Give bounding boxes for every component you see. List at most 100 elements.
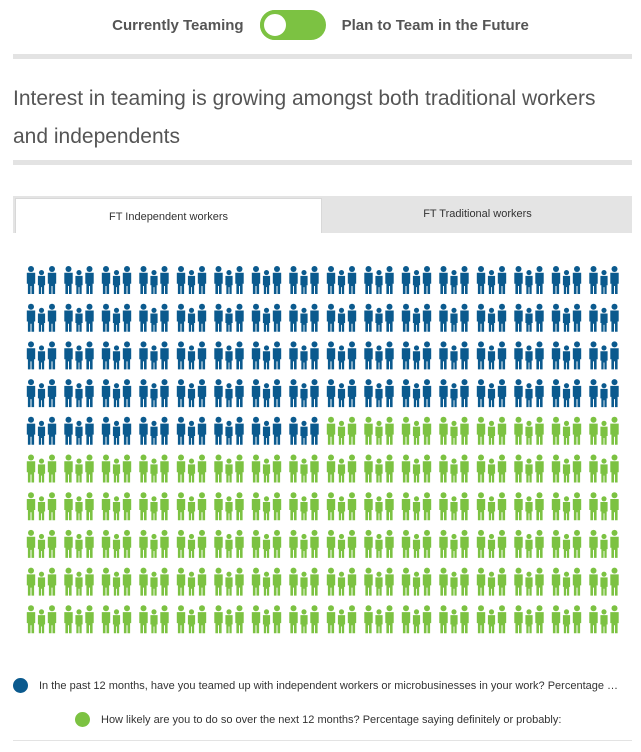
person-group-icon-blue bbox=[176, 303, 207, 332]
person-group-icon-green bbox=[401, 605, 432, 634]
person-group-icon-blue bbox=[139, 341, 169, 370]
person-group-icon-blue bbox=[326, 303, 357, 332]
person-group-icon-blue bbox=[514, 379, 544, 408]
person-group-icon-blue bbox=[214, 341, 244, 370]
person-group-icon-blue bbox=[439, 341, 469, 370]
person-group-icon-blue bbox=[64, 416, 94, 445]
person-group-icon-green bbox=[551, 605, 582, 634]
people-pictogram bbox=[26, 266, 619, 634]
person-group-icon-blue bbox=[139, 266, 169, 294]
person-group-icon-blue bbox=[364, 379, 394, 408]
person-group-icon-blue bbox=[101, 379, 132, 408]
person-group-icon-green bbox=[101, 492, 132, 521]
person-group-icon-blue bbox=[514, 266, 544, 294]
person-group-icon-blue bbox=[326, 266, 357, 294]
person-group-icon-blue bbox=[251, 379, 282, 408]
person-group-icon-green bbox=[26, 492, 57, 521]
person-group-icon-blue bbox=[26, 341, 57, 370]
person-group-icon-green bbox=[476, 605, 507, 634]
person-group-icon-blue bbox=[476, 341, 507, 370]
person-group-icon-green bbox=[589, 492, 619, 521]
person-group-icon-green bbox=[101, 567, 132, 596]
person-group-icon-green bbox=[439, 454, 469, 483]
person-group-icon-green bbox=[176, 605, 207, 634]
person-group-icon-green bbox=[214, 454, 244, 483]
person-group-icon-green bbox=[26, 529, 57, 558]
person-group-icon-blue bbox=[214, 303, 244, 332]
tab-bar: FT Independent workers FT Traditional wo… bbox=[13, 196, 632, 234]
person-group-icon-green bbox=[101, 454, 132, 483]
legend-row-plan-to-team: How likely are you to do so over the nex… bbox=[75, 712, 635, 727]
person-group-icon-green bbox=[589, 529, 619, 558]
person-group-icon-green bbox=[289, 567, 319, 596]
person-group-icon-blue bbox=[476, 303, 507, 332]
person-group-icon-green bbox=[364, 567, 394, 596]
person-group-icon-blue bbox=[589, 303, 619, 332]
person-group-icon-green bbox=[439, 529, 469, 558]
person-group-icon-blue bbox=[589, 266, 619, 294]
person-group-icon-blue bbox=[439, 266, 469, 294]
person-group-icon-green bbox=[101, 529, 132, 558]
person-group-icon-green bbox=[326, 454, 357, 483]
person-group-icon-green bbox=[364, 454, 394, 483]
person-group-icon-blue bbox=[214, 416, 244, 445]
person-group-icon-green bbox=[401, 567, 432, 596]
person-group-icon-green bbox=[176, 454, 207, 483]
person-group-icon-blue bbox=[289, 379, 319, 408]
person-group-icon-blue bbox=[251, 266, 282, 294]
person-group-icon-green bbox=[326, 567, 357, 596]
person-group-icon-green bbox=[64, 567, 94, 596]
legend-dot-green bbox=[75, 712, 90, 727]
person-group-icon-green bbox=[401, 416, 432, 445]
person-group-icon-blue bbox=[26, 266, 57, 294]
person-group-icon-green bbox=[251, 605, 282, 634]
legend-text-currently-teaming: In the past 12 months, have you teamed u… bbox=[39, 679, 623, 692]
person-group-icon-green bbox=[251, 454, 282, 483]
person-group-icon-blue bbox=[64, 266, 94, 294]
person-group-icon-green bbox=[139, 605, 169, 634]
person-group-icon-green bbox=[589, 605, 619, 634]
person-group-icon-blue bbox=[589, 379, 619, 408]
person-group-icon-green bbox=[64, 492, 94, 521]
toggle-switch[interactable] bbox=[259, 10, 326, 40]
person-group-icon-green bbox=[64, 454, 94, 483]
divider-top bbox=[13, 54, 632, 59]
toggle-left-label[interactable]: Currently Teaming bbox=[112, 16, 244, 34]
person-group-icon-blue bbox=[101, 303, 132, 332]
person-group-icon-green bbox=[476, 492, 507, 521]
person-group-icon-blue bbox=[26, 416, 57, 445]
tab-ft-traditional-workers[interactable]: FT Traditional workers bbox=[423, 208, 532, 220]
person-group-icon-blue bbox=[401, 379, 432, 408]
person-group-icon-green bbox=[139, 529, 169, 558]
divider-bottom bbox=[13, 740, 632, 741]
person-group-icon-blue bbox=[64, 379, 94, 408]
person-group-icon-green bbox=[139, 454, 169, 483]
person-group-icon-green bbox=[176, 492, 207, 521]
person-group-icon-blue bbox=[101, 416, 132, 445]
person-group-icon-blue bbox=[139, 303, 169, 332]
person-group-icon-blue bbox=[139, 379, 169, 408]
person-group-icon-green bbox=[476, 567, 507, 596]
person-group-icon-green bbox=[514, 605, 544, 634]
person-group-icon-green bbox=[551, 454, 582, 483]
person-group-icon-green bbox=[514, 529, 544, 558]
toggle-right-label[interactable]: Plan to Team in the Future bbox=[341, 16, 529, 34]
person-group-icon-blue bbox=[214, 379, 244, 408]
person-group-icon-green bbox=[101, 605, 132, 634]
person-group-icon-green bbox=[476, 529, 507, 558]
person-group-icon-green bbox=[401, 492, 432, 521]
person-group-icon-blue bbox=[64, 341, 94, 370]
toggle-knob[interactable] bbox=[259, 10, 290, 40]
person-group-icon-green bbox=[139, 492, 169, 521]
person-group-icon-green bbox=[551, 416, 582, 445]
person-group-icon-green bbox=[551, 529, 582, 558]
person-group-icon-green bbox=[326, 492, 357, 521]
person-group-icon-blue bbox=[26, 303, 57, 332]
person-group-icon-green bbox=[251, 529, 282, 558]
person-group-icon-green bbox=[326, 416, 357, 445]
person-group-icon-blue bbox=[364, 266, 394, 294]
legend-row-currently-teaming: In the past 12 months, have you teamed u… bbox=[13, 678, 623, 693]
tab-ft-independent-workers[interactable]: FT Independent workers bbox=[15, 198, 322, 234]
person-group-icon-green bbox=[551, 492, 582, 521]
legend-text-plan-to-team: How likely are you to do so over the nex… bbox=[101, 713, 562, 726]
